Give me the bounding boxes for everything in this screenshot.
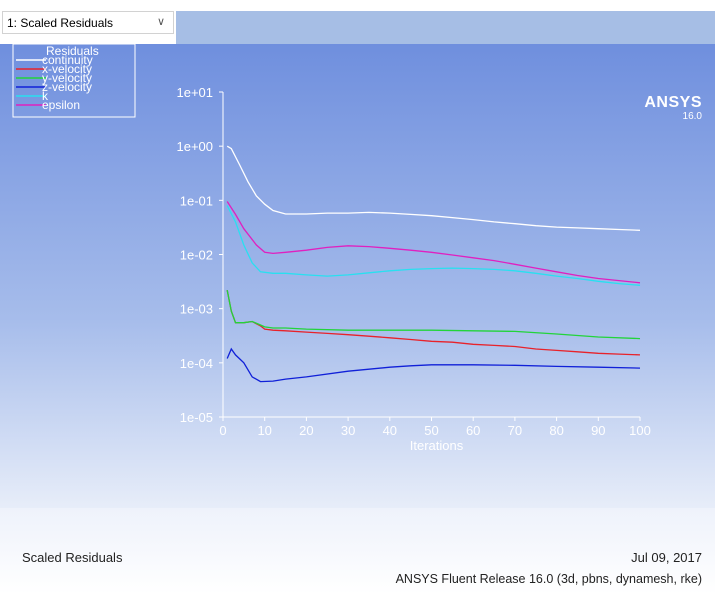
- series-line-k: [226, 205, 641, 286]
- toolbar-strip: [176, 11, 715, 44]
- x-axis-label: Iterations: [410, 438, 464, 453]
- series-line-x-velocity: [226, 289, 641, 356]
- ansys-logo-name: ANSYS: [644, 94, 702, 111]
- legend-label-continuity: continuity: [42, 53, 93, 67]
- y-tick-label: 1e+01: [176, 85, 213, 100]
- legend-label-x-velocity: x-velocity: [42, 62, 92, 76]
- legend-box: [12, 44, 136, 118]
- series-line-y-velocity: [226, 289, 641, 340]
- ansys-logo-version: 16.0: [682, 111, 702, 122]
- y-tick-label: 1e-02: [180, 248, 213, 263]
- graphics-window-select-value: 1: Scaled Residuals: [7, 15, 114, 30]
- x-tick-label: 30: [341, 423, 355, 438]
- series-line-continuity: [226, 145, 641, 231]
- legend-label-z-velocity: z-velocity: [42, 80, 92, 94]
- y-tick-label: 1e-03: [180, 302, 213, 317]
- graphics-window-select[interactable]: 1: Scaled Residuals ∨: [2, 11, 174, 34]
- x-tick-label: 70: [508, 423, 522, 438]
- x-tick-label: 10: [257, 423, 271, 438]
- y-tick-label: 1e-04: [180, 356, 213, 371]
- x-tick-label: 40: [383, 423, 397, 438]
- graphics-display[interactable]: 1e+01 1e+00 1e-01 1e-02 1e-03 1e-04 1e-05 0 10 20…: [0, 44, 715, 508]
- y-tick-label: 1e-05: [180, 410, 213, 425]
- plot-date: Jul 09, 2017: [631, 550, 702, 565]
- residuals-plot: 1e+01 1e+00 1e-01 1e-02 1e-03 1e-04 1e-05 0 10 20…: [12, 44, 651, 453]
- x-tick-label: 100: [629, 423, 651, 438]
- y-tick-label: 1e+00: [176, 139, 213, 154]
- x-tick-label: 50: [424, 423, 438, 438]
- chevron-down-icon[interactable]: ∨: [156, 16, 165, 28]
- x-tick-label: 0: [219, 423, 226, 438]
- plot-footer: Scaled Residuals Jul 09, 2017 ANSYS Flue…: [0, 508, 715, 594]
- legend-label-k: k: [42, 89, 49, 103]
- window-toolbar: 1: Scaled Residuals ∨: [0, 0, 715, 44]
- series-line-z-velocity: [226, 347, 641, 383]
- y-tick-label: 1e-01: [180, 193, 213, 208]
- legend-title: Residuals: [46, 44, 99, 58]
- legend-label-y-velocity: y-velocity: [42, 71, 92, 85]
- release-info: ANSYS Fluent Release 16.0 (3d, pbns, dyn…: [395, 572, 702, 586]
- x-tick-label: 80: [549, 423, 563, 438]
- legend-label-epsilon: epsilon: [42, 98, 80, 112]
- ansys-logo: ANSYS 16.0: [644, 94, 702, 122]
- plot-title: Scaled Residuals: [22, 550, 123, 565]
- series-line-epsilon: [226, 201, 641, 284]
- x-tick-label: 90: [591, 423, 605, 438]
- x-tick-label: 60: [466, 423, 480, 438]
- x-tick-label: 20: [299, 423, 313, 438]
